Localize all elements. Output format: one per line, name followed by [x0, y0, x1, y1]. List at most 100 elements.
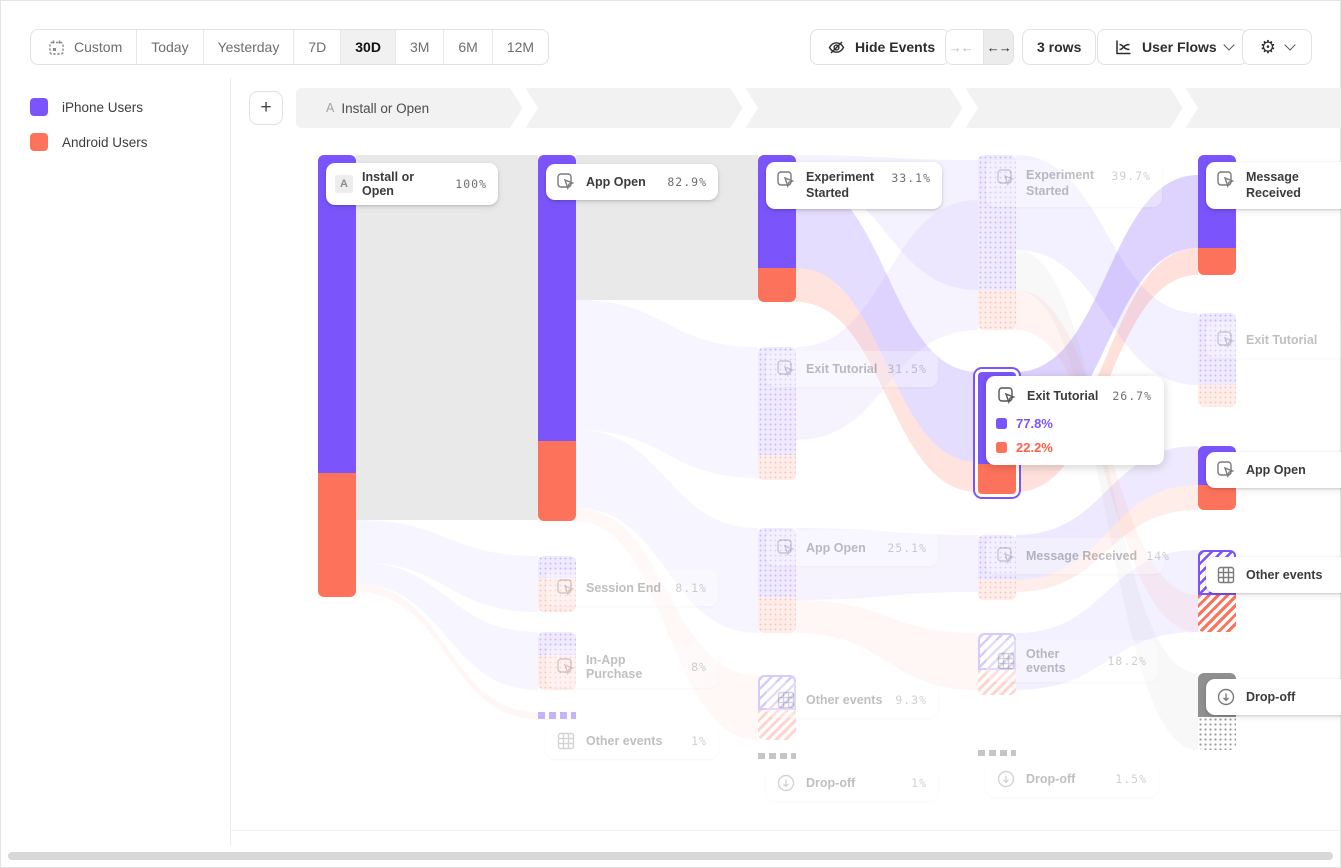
flow-node-exit-tutorial-step5[interactable]: Exit Tutorial: [1206, 322, 1341, 358]
click-event-icon: [1215, 169, 1237, 191]
flow-node-message-received-step5[interactable]: Message Received: [1206, 162, 1341, 209]
node-bar-app-open-android[interactable]: [538, 441, 576, 521]
node-bar-in-app-purchase-iphone[interactable]: [538, 632, 576, 655]
node-bar-app-open-iphone[interactable]: [538, 155, 576, 441]
flow-node-other-events-step5[interactable]: Other events: [1206, 557, 1341, 593]
click-event-icon: [1215, 459, 1237, 481]
eye-off-icon: [825, 36, 847, 58]
drop-off-icon: [1215, 686, 1237, 708]
chevron-down-icon: [1223, 39, 1235, 51]
node-bar-install-or-open-android[interactable]: [318, 473, 356, 597]
settings-button[interactable]: ⚙: [1242, 29, 1312, 65]
date-range-6m[interactable]: 6M: [443, 30, 491, 64]
date-range-3m[interactable]: 3M: [394, 30, 443, 64]
tooltip-iphone-share: 77.8%: [996, 416, 1152, 431]
flow-node-message-received-step4[interactable]: Message Received 14%: [986, 538, 1169, 574]
node-bar-app-open-3-android[interactable]: [758, 597, 796, 633]
date-range-today[interactable]: Today: [136, 30, 202, 64]
node-bar-other-events-5-android[interactable]: [1198, 595, 1236, 632]
series-legend: iPhone Users Android Users: [30, 98, 148, 168]
date-range-7d[interactable]: 7D: [293, 30, 340, 64]
click-event-icon: [775, 537, 797, 559]
flow-node-drop-off-step4[interactable]: Drop-off 1.5%: [986, 761, 1158, 797]
flow-node-app-open-step3[interactable]: App Open 25.1%: [766, 530, 938, 566]
node-bar-other-events-iphone[interactable]: [758, 675, 796, 710]
sidebar-divider: [230, 78, 231, 845]
expand-columns-button[interactable]: ←→: [983, 30, 1013, 64]
flow-link: [576, 300, 758, 478]
node-bar-in-app-purchase-android[interactable]: [538, 655, 576, 690]
node-bar-exit-tutorial-android[interactable]: [758, 455, 796, 480]
date-range-yesterday[interactable]: Yesterday: [202, 30, 294, 64]
date-range-custom[interactable]: Custom: [31, 30, 136, 64]
flow-link: [356, 520, 538, 612]
collapse-columns-button[interactable]: →←: [948, 39, 974, 55]
node-bar-exit-tutorial-5-android[interactable]: [1198, 385, 1236, 407]
node-bar-message-received-iphone[interactable]: [978, 535, 1016, 580]
legend-item-iphone-users[interactable]: iPhone Users: [30, 98, 148, 116]
date-range-label: Custom: [74, 39, 123, 55]
node-bar-app-open-5-android[interactable]: [1198, 485, 1236, 510]
step-a-badge: A: [335, 175, 353, 193]
flow-node-in-app-purchase[interactable]: In-App Purchase 8%: [546, 646, 718, 688]
step-label: Install or Open: [341, 100, 430, 116]
flow-node-install-or-open[interactable]: A Install or Open 100%: [326, 163, 498, 205]
date-range-30d[interactable]: 30D: [340, 30, 395, 64]
node-bar-exit-tutorial-5-iphone[interactable]: [1198, 313, 1236, 385]
rows-button[interactable]: 3 rows: [1022, 29, 1097, 65]
node-bar-experiment-started-android[interactable]: [758, 268, 796, 302]
node-bar-session-end-iphone[interactable]: [538, 556, 576, 578]
date-range-group: Custom Today Yesterday 7D 30D 3M 6M 12M: [30, 29, 550, 65]
node-bar-app-open-3-iphone[interactable]: [758, 528, 796, 597]
flow-link: [356, 584, 538, 719]
hide-events-button[interactable]: Hide Events: [810, 29, 951, 65]
flow-node-drop-off-step5[interactable]: Drop-off: [1206, 679, 1341, 715]
flow-node-exit-tutorial[interactable]: Exit Tutorial 31.5%: [766, 351, 938, 387]
node-bar-other-events-strip[interactable]: [538, 712, 576, 719]
date-range-12m[interactable]: 12M: [491, 30, 548, 64]
flow-node-other-events[interactable]: Other events 1%: [546, 723, 718, 759]
flow-node-experiment-started[interactable]: Experiment Started 33.1%: [766, 162, 942, 209]
grid-events-icon: [1215, 564, 1237, 586]
flow-node-app-open-step5[interactable]: App Open: [1206, 452, 1341, 488]
legend-label: iPhone Users: [62, 99, 144, 115]
node-bar-other-events-4-android[interactable]: [978, 670, 1016, 695]
click-event-icon: [995, 545, 1017, 567]
flow-link: [356, 562, 538, 690]
chevron-down-icon: [1284, 39, 1296, 51]
breadcrumb-step-install-or-open[interactable]: A Install or Open: [326, 88, 429, 128]
flow-node-drop-off-step3[interactable]: Drop-off 1%: [766, 765, 938, 801]
hide-events-label: Hide Events: [855, 39, 936, 55]
grid-events-icon: [995, 650, 1017, 672]
expand-collapse-group: →← ←→: [945, 29, 1014, 65]
node-bar-message-received-5-android[interactable]: [1198, 248, 1236, 275]
flow-node-experiment-started-step4[interactable]: Experiment Started 39.7%: [986, 160, 1162, 207]
add-step-button[interactable]: +: [249, 91, 283, 125]
node-bar-session-end-android[interactable]: [538, 578, 576, 612]
flow-node-other-events-step4[interactable]: Other events 18.2%: [986, 640, 1158, 682]
node-bar-experiment-started-4-iphone[interactable]: [978, 155, 1016, 290]
node-bar-message-received-android[interactable]: [978, 580, 1016, 600]
node-bar-other-events-android[interactable]: [758, 710, 796, 740]
legend-label: Android Users: [62, 134, 148, 150]
node-bar-drop-off-5-dots[interactable]: [1198, 717, 1236, 750]
android-users-swatch: [30, 133, 48, 151]
flow-node-session-end[interactable]: Session End 8.1%: [546, 570, 718, 606]
view-selector-button[interactable]: User Flows: [1097, 29, 1248, 65]
click-event-icon: [555, 171, 577, 193]
node-bar-install-or-open-iphone[interactable]: [318, 155, 356, 473]
flow-node-exit-tutorial-tooltip[interactable]: Exit Tutorial 26.7% 77.8% 22.2%: [986, 376, 1164, 465]
node-bar-drop-off-4-strip[interactable]: [978, 750, 1016, 756]
chevron-right-icon: [950, 88, 978, 128]
node-bar-exit-tutorial-iphone[interactable]: [758, 347, 796, 455]
node-bar-drop-off-strip[interactable]: [758, 753, 796, 759]
grid-events-icon: [555, 730, 577, 752]
node-bar-experiment-started-4-android[interactable]: [978, 290, 1016, 330]
node-bar-other-events-4-iphone[interactable]: [978, 633, 1016, 670]
flow-node-app-open[interactable]: App Open 82.9%: [546, 164, 718, 200]
rows-label: 3 rows: [1037, 39, 1082, 55]
legend-item-android-users[interactable]: Android Users: [30, 133, 148, 151]
flow-node-other-events-step3[interactable]: Other events 9.3%: [766, 682, 938, 718]
horizontal-scrollbar[interactable]: [8, 852, 1333, 860]
iphone-users-swatch: [30, 98, 48, 116]
